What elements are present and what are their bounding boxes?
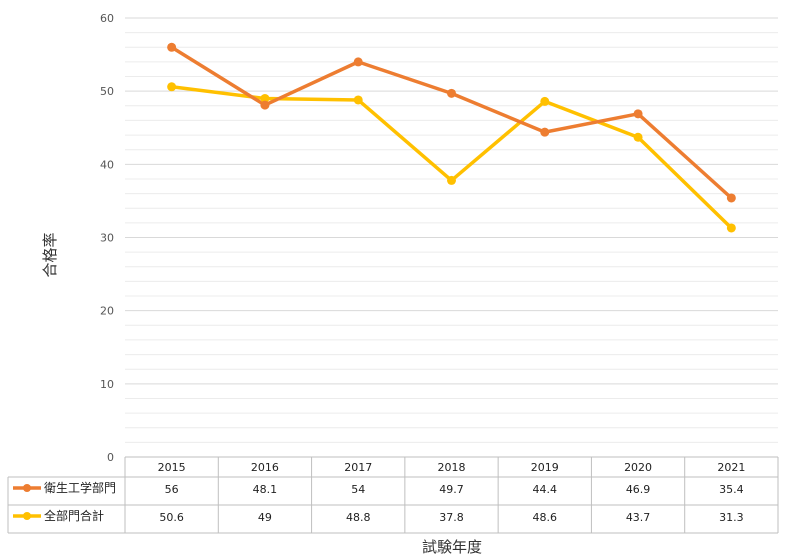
x-category-label: 2019 xyxy=(531,461,559,474)
x-axis-title: 試験年度 xyxy=(422,538,482,556)
data-table-cell: 37.8 xyxy=(439,511,464,524)
data-table-cell: 48.1 xyxy=(253,483,278,496)
data-table-cell: 48.8 xyxy=(346,511,371,524)
y-tick-label: 0 xyxy=(107,451,114,464)
x-category-label: 2017 xyxy=(344,461,372,474)
data-point xyxy=(540,96,550,106)
data-point xyxy=(540,127,550,137)
data-table-cell: 43.7 xyxy=(626,511,651,524)
y-tick-label: 20 xyxy=(100,305,114,318)
y-tick-label: 10 xyxy=(100,378,114,391)
data-point xyxy=(353,57,363,67)
data-table-cell: 49 xyxy=(258,511,272,524)
y-axis-title: 合格率 xyxy=(41,232,59,277)
data-point xyxy=(353,95,363,105)
data-point xyxy=(633,109,643,119)
data-table-cell: 56 xyxy=(165,483,179,496)
y-tick-label: 40 xyxy=(100,158,114,171)
legend-key-marker xyxy=(23,484,31,492)
data-table: 2015 2016 2017 2018 2019 2020 2021 衛生工学部門 56 48.1… xyxy=(7,456,779,534)
data-table-cell: 35.4 xyxy=(719,483,744,496)
x-category-label: 2021 xyxy=(717,461,745,474)
y-axis-ticks: 0 10 20 30 40 50 60 xyxy=(100,12,114,464)
series-lines xyxy=(167,42,736,233)
data-table-cell: 31.3 xyxy=(719,511,744,524)
y-tick-label: 30 xyxy=(100,232,114,245)
x-category-label: 2016 xyxy=(251,461,279,474)
y-tick-label: 60 xyxy=(100,12,114,25)
data-point xyxy=(167,82,177,92)
data-point xyxy=(726,223,736,233)
data-point xyxy=(260,93,270,103)
x-category-label: 2020 xyxy=(624,461,652,474)
series-name-label: 全部門合計 xyxy=(44,508,104,523)
data-table-cell: 48.6 xyxy=(533,511,558,524)
data-point xyxy=(167,42,177,52)
y-tick-label: 50 xyxy=(100,85,114,98)
data-point xyxy=(447,175,456,185)
series-line xyxy=(169,85,734,230)
data-point xyxy=(726,193,736,203)
legend-key-marker xyxy=(23,512,31,520)
data-point xyxy=(447,88,456,98)
x-category-label: 2015 xyxy=(158,461,186,474)
data-table-cell: 46.9 xyxy=(626,483,651,496)
data-table-cell: 54 xyxy=(351,483,365,496)
data-point xyxy=(633,132,643,142)
data-table-cell: 50.6 xyxy=(159,511,184,524)
data-point xyxy=(260,100,270,110)
series-line xyxy=(169,45,734,200)
series-name-label: 衛生工学部門 xyxy=(44,480,116,495)
data-table-cell: 44.4 xyxy=(533,483,558,496)
gridlines xyxy=(125,17,778,443)
data-table-cell: 49.7 xyxy=(439,483,464,496)
x-category-label: 2018 xyxy=(438,461,466,474)
